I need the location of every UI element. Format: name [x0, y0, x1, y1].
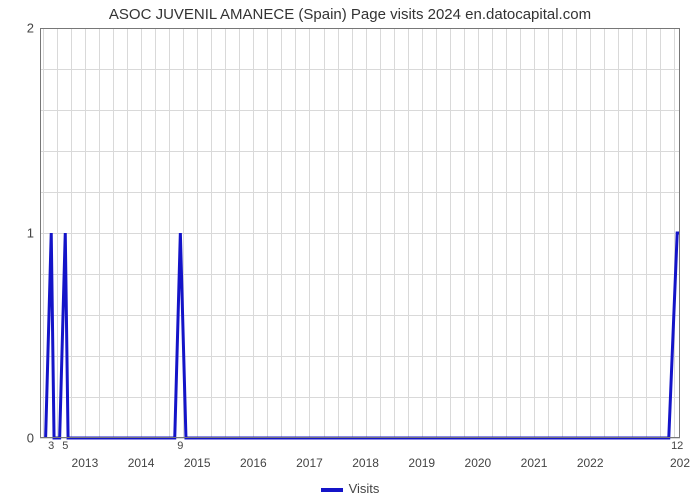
y-tick-label: 1: [27, 226, 34, 241]
legend-label: Visits: [349, 481, 380, 496]
y-tick-label: 0: [27, 431, 34, 446]
x-tick-label: 2016: [240, 456, 267, 470]
legend-swatch: [321, 488, 343, 492]
x-tick-label: 2018: [352, 456, 379, 470]
x-tick-label: 2020: [465, 456, 492, 470]
x-tick-label: 2015: [184, 456, 211, 470]
x-tick-label: 2013: [72, 456, 99, 470]
x-tick-label: 2014: [128, 456, 155, 470]
x-tick-label: 2019: [408, 456, 435, 470]
data-point-label: 5: [62, 440, 68, 452]
data-point-label: 3: [48, 440, 54, 452]
x-tick-label: 2021: [521, 456, 548, 470]
x-tick-label: 202: [670, 456, 690, 470]
plot-area: 012 201320142015201620172018201920202021…: [40, 28, 680, 438]
y-tick-label: 2: [27, 21, 34, 36]
data-point-label: 12: [671, 440, 683, 452]
data-point-label: 9: [177, 440, 183, 452]
chart-container: ASOC JUVENIL AMANECE (Spain) Page visits…: [0, 0, 700, 500]
legend: Visits: [0, 481, 700, 496]
x-tick-label: 2022: [577, 456, 604, 470]
x-tick-label: 2017: [296, 456, 323, 470]
line-series: [40, 28, 680, 438]
chart-title: ASOC JUVENIL AMANECE (Spain) Page visits…: [0, 6, 700, 23]
